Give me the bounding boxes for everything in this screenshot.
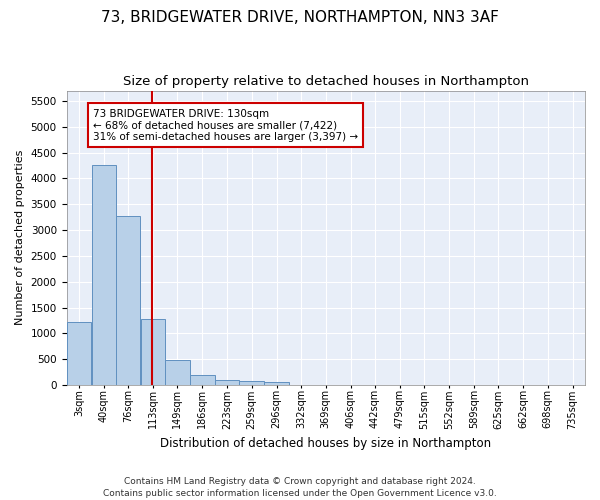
Bar [141,319,166,385]
Bar [92,166,116,385]
Title: Size of property relative to detached houses in Northampton: Size of property relative to detached ho… [123,75,529,88]
Bar [239,382,264,385]
Bar [67,322,91,385]
Text: 73 BRIDGEWATER DRIVE: 130sqm
← 68% of detached houses are smaller (7,422)
31% of: 73 BRIDGEWATER DRIVE: 130sqm ← 68% of de… [93,108,358,142]
Y-axis label: Number of detached properties: Number of detached properties [15,150,25,326]
Bar [116,216,140,385]
X-axis label: Distribution of detached houses by size in Northampton: Distribution of detached houses by size … [160,437,491,450]
Text: 73, BRIDGEWATER DRIVE, NORTHAMPTON, NN3 3AF: 73, BRIDGEWATER DRIVE, NORTHAMPTON, NN3 … [101,10,499,25]
Bar [166,360,190,385]
Bar [190,374,215,385]
Text: Contains HM Land Registry data © Crown copyright and database right 2024.
Contai: Contains HM Land Registry data © Crown c… [103,476,497,498]
Bar [215,380,239,385]
Bar [265,382,289,385]
